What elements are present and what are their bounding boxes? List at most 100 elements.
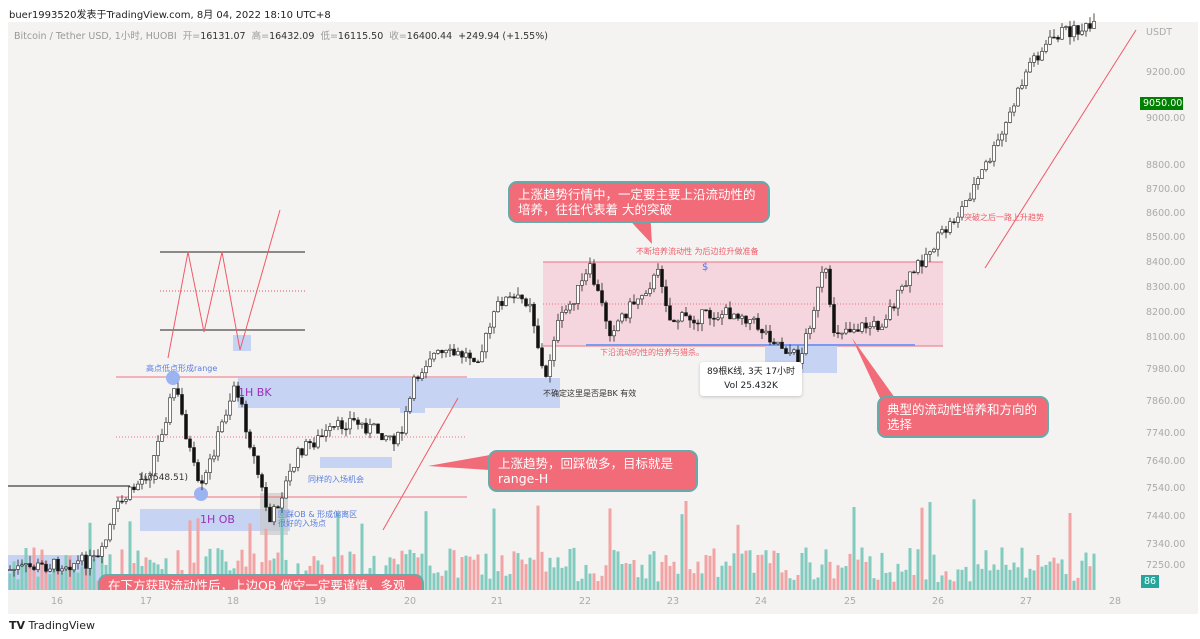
volume-bar (1028, 568, 1032, 590)
candle-body (148, 475, 152, 481)
volume-bar (136, 550, 140, 590)
candle-body (816, 286, 820, 311)
trend-arrow (382, 397, 459, 531)
volume-bar (484, 553, 488, 590)
volume-bar (840, 567, 844, 590)
bk-zone (238, 378, 560, 408)
volume-bar (388, 557, 392, 590)
volume-bar (812, 579, 816, 590)
candle-body (540, 347, 544, 367)
tradingview-logo[interactable]: TV TradingView (9, 619, 95, 632)
candle-body (992, 145, 996, 162)
time-tick: 17 (140, 596, 153, 607)
volume-bar (624, 563, 628, 590)
candle-body (68, 566, 72, 571)
callout-pointer (852, 338, 895, 398)
candle-body (220, 421, 224, 433)
candle-body (256, 455, 260, 475)
candle-body (356, 419, 360, 425)
candle-body (852, 329, 856, 333)
volume-bar (576, 581, 580, 590)
ob-zone (140, 509, 290, 531)
candle-body (804, 333, 808, 354)
ob-zone-label: 1H OB (200, 513, 235, 526)
volume-bar (996, 569, 1000, 590)
candle-body (556, 320, 560, 341)
volume-bar (340, 555, 344, 590)
callout-liquidity-direction: 典型的流动性培养和方向的选择 (877, 396, 1049, 438)
candle-body (560, 312, 564, 321)
candle-body (200, 480, 204, 484)
volume-bar (512, 551, 516, 590)
candle-body (648, 288, 652, 294)
open-label: 开= (182, 31, 201, 42)
volume-bar (892, 581, 896, 590)
candle-body (76, 560, 80, 564)
volume-bar (44, 560, 48, 590)
candle-body (28, 563, 32, 568)
volume-bar (992, 564, 996, 590)
candle-body (352, 418, 356, 421)
volume-bar (416, 557, 420, 590)
candle-body (188, 438, 192, 448)
candle-body (128, 486, 132, 500)
candle-body (728, 307, 732, 320)
volume-bar (516, 553, 520, 590)
volume-bar (960, 569, 964, 590)
volume-bar (800, 552, 804, 590)
candle-body (480, 351, 484, 363)
volume-bar (716, 576, 720, 590)
candle-body (736, 313, 740, 319)
volume-bar (412, 552, 416, 590)
candle-body (748, 319, 752, 324)
candle-body (732, 313, 736, 320)
bk-zone-label: 1H BK (238, 386, 272, 399)
candle-body (272, 506, 276, 523)
volume-bar (476, 554, 480, 590)
callout-short-caution: 在下方获取流动性后，上边OB 做空一定要谨慎，多观察反应 (98, 574, 424, 590)
volume-bar (644, 578, 648, 590)
volume-bar (976, 564, 980, 590)
time-tick: 26 (932, 596, 945, 607)
volume-bar (572, 547, 576, 590)
range-formed-note: 高点低点形成range (146, 364, 218, 373)
price-tick: 7860.00 (1146, 396, 1186, 407)
volume-bar (540, 551, 544, 590)
low-label: 低= (320, 31, 338, 42)
volume-bar (20, 562, 24, 590)
candle-body (668, 305, 672, 321)
volume-bar (220, 549, 224, 590)
volume-bar (696, 561, 700, 590)
time-axis-bg (8, 590, 1198, 614)
price-tick: 9000.00 (1146, 113, 1186, 124)
price-tick: 7740.00 (1146, 428, 1186, 439)
volume-bar (748, 550, 752, 590)
volume-bar (1032, 570, 1036, 590)
candle-body (88, 555, 92, 569)
tv-logo-icon: TV (9, 619, 26, 632)
volume-bar (744, 550, 748, 590)
volume-bar (760, 554, 764, 590)
volume-bar (804, 547, 808, 590)
volume-bar (568, 548, 572, 590)
candle-body (516, 294, 520, 299)
volume-bar (216, 548, 220, 590)
volume-bar (884, 572, 888, 590)
volume-bar (868, 556, 872, 590)
candle-body (956, 216, 960, 223)
candle-body (1056, 36, 1060, 40)
volume-bar (732, 553, 736, 590)
volume-bar (64, 555, 68, 590)
volume-bar (988, 570, 992, 590)
volume-bar (984, 550, 988, 590)
volume-bar (740, 553, 744, 590)
volume-bar (84, 561, 88, 590)
volume-bar (828, 561, 832, 590)
candle-body (864, 322, 868, 329)
candle-body (428, 358, 432, 367)
candle-body (920, 260, 924, 267)
candle-body (1072, 25, 1076, 38)
volume-bar (620, 564, 624, 590)
candle-body (1008, 111, 1012, 123)
